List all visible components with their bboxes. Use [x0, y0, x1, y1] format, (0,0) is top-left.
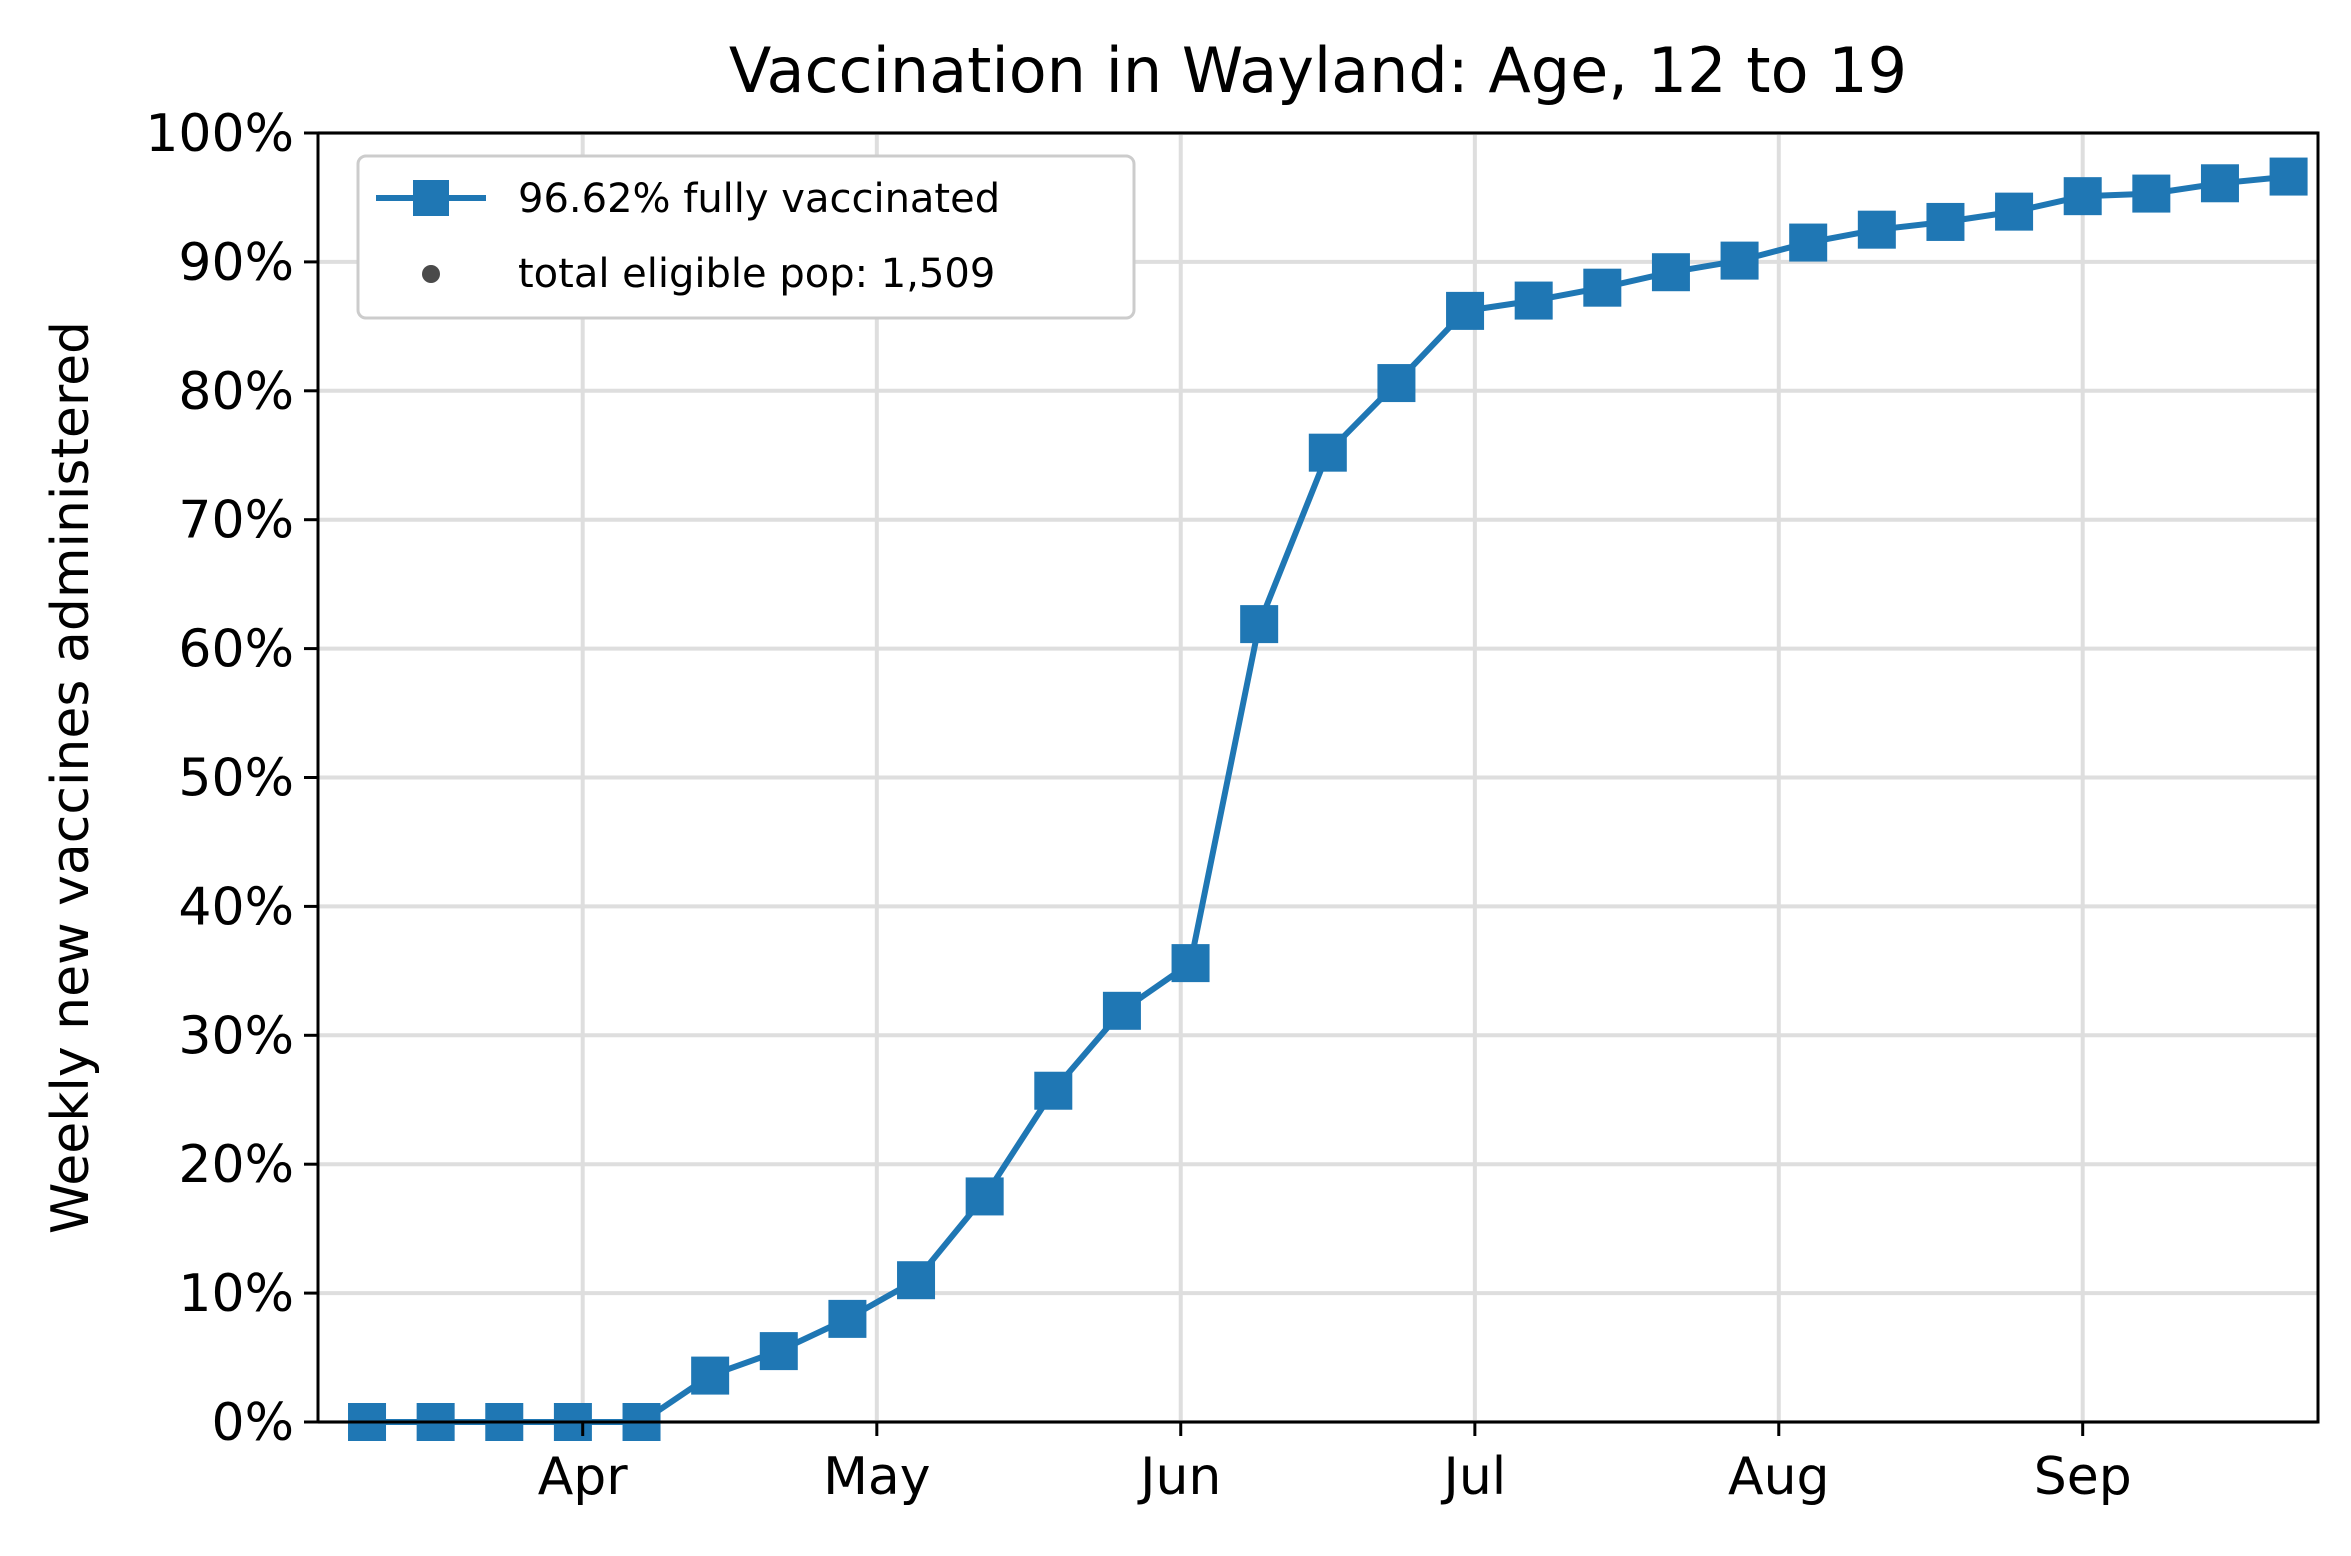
data-point — [1583, 268, 1622, 307]
data-point — [1857, 210, 1896, 249]
data-point — [1102, 991, 1141, 1030]
data-point — [1034, 1071, 1073, 1110]
chart-title: Vaccination in Wayland: Age, 12 to 19 — [729, 34, 1907, 107]
x-tick-label: Sep — [2034, 1447, 2132, 1507]
data-point — [1514, 281, 1553, 320]
grid — [318, 131, 2318, 1424]
data-point — [1171, 944, 1210, 983]
data-point — [2132, 174, 2171, 213]
legend: 96.62% fully vaccinated total eligible p… — [356, 154, 1136, 320]
x-tick-label: Aug — [1728, 1447, 1830, 1507]
data-point — [2269, 157, 2308, 196]
data-point — [965, 1177, 1004, 1216]
y-tick-label: 90% — [178, 233, 294, 293]
data-point — [1789, 223, 1828, 262]
data-point — [897, 1261, 936, 1300]
data-point — [1240, 605, 1279, 644]
y-tick-label: 70% — [178, 491, 294, 551]
data-point — [1377, 364, 1416, 403]
data-point — [1926, 202, 1965, 241]
legend-square-marker — [413, 180, 449, 216]
series-layer — [348, 157, 2308, 1441]
y-tick-label: 20% — [178, 1135, 294, 1195]
y-tick-label: 40% — [178, 877, 294, 937]
data-point — [828, 1299, 867, 1338]
data-point — [2200, 164, 2239, 203]
data-point — [1651, 253, 1690, 292]
data-point — [1308, 433, 1347, 472]
data-point — [759, 1332, 798, 1371]
data-point — [1995, 192, 2034, 231]
data-point — [1720, 241, 1759, 280]
y-tick-label: 30% — [178, 1006, 294, 1066]
data-point — [691, 1356, 730, 1395]
y-axis-label: Weekly new vaccines administered — [41, 321, 101, 1234]
series-line — [367, 173, 2289, 1425]
y-tick-label: 100% — [145, 104, 294, 164]
x-tick-label: Apr — [538, 1447, 629, 1507]
legend-box — [356, 154, 1136, 320]
y-tick-label: 60% — [178, 620, 294, 680]
y-tick-label: 50% — [178, 749, 294, 809]
y-tick-label: 0% — [212, 1393, 295, 1453]
ticks: 0% 10% 20% 30% 40% 50% 60% 70% 80% 90% 100% Apr May J… — [145, 104, 2131, 1507]
y-tick-label: 80% — [178, 362, 294, 422]
data-point — [2063, 177, 2102, 216]
legend-label-fully-vaccinated: 96.62% fully vaccinated — [518, 176, 1000, 222]
legend-label-total-eligible: total eligible pop: 1,509 — [518, 251, 995, 297]
x-tick-label: Jun — [1137, 1447, 1221, 1507]
x-tick-label: Jul — [1440, 1447, 1506, 1507]
y-tick-label: 10% — [178, 1264, 294, 1324]
x-tick-label: May — [823, 1447, 931, 1507]
legend-dot-marker — [422, 265, 440, 283]
data-point — [1446, 291, 1485, 330]
